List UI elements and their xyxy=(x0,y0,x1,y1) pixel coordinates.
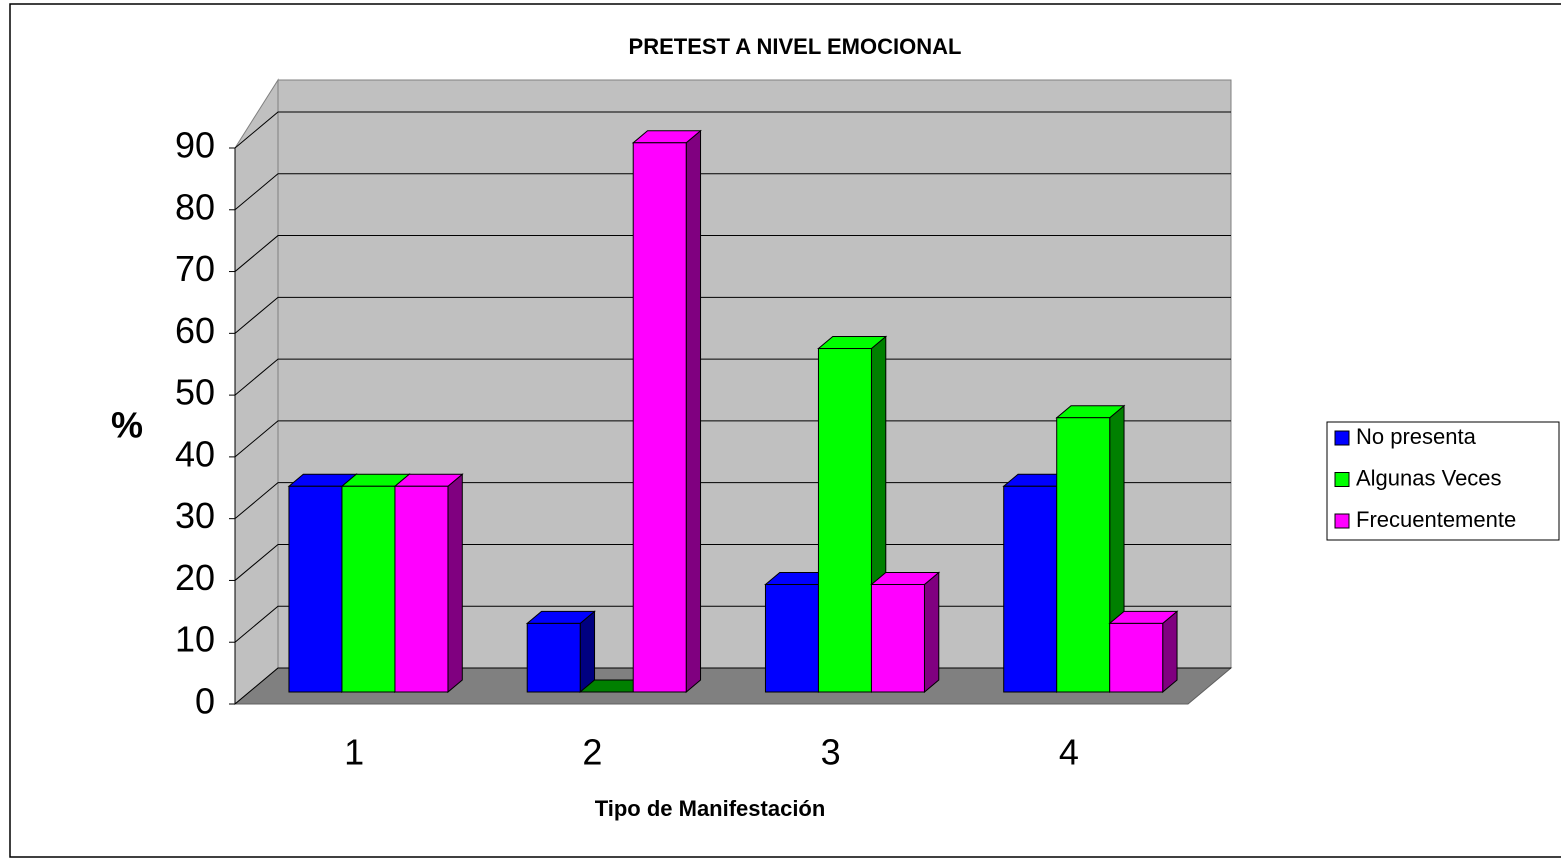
x-axis-label: Tipo de Manifestación xyxy=(595,796,826,821)
bar xyxy=(1003,485,1058,693)
chart-title: PRETEST A NIVEL EMOCIONAL xyxy=(629,34,962,59)
x-tick-label: 1 xyxy=(344,732,364,773)
side-wall xyxy=(234,78,279,706)
y-tick-label: 80 xyxy=(175,186,215,227)
legend-label: Algunas Veces xyxy=(1356,465,1502,490)
legend-label: No presenta xyxy=(1356,424,1477,449)
bar xyxy=(817,348,872,693)
y-tick-label: 10 xyxy=(175,619,215,660)
x-tick-label: 2 xyxy=(582,732,602,773)
legend-box xyxy=(1326,421,1560,541)
y-tick-label: 0 xyxy=(195,681,215,722)
y-tick-label: 50 xyxy=(175,372,215,413)
y-tick-label: 40 xyxy=(175,433,215,474)
bar xyxy=(1109,622,1164,693)
bar-side xyxy=(447,473,463,694)
legend-swatch xyxy=(1334,513,1350,529)
grid-line xyxy=(234,543,1231,581)
legend-label: Frecuentemente xyxy=(1356,507,1516,532)
y-tick-label: 60 xyxy=(175,310,215,351)
grid-line xyxy=(234,173,1231,211)
bar xyxy=(288,485,343,693)
y-tick-label: 70 xyxy=(175,248,215,289)
x-tick-label: 3 xyxy=(821,732,841,773)
grid-line xyxy=(234,358,1231,396)
bar xyxy=(341,485,396,693)
grid-line xyxy=(234,296,1231,334)
bar xyxy=(764,584,819,693)
legend-swatch xyxy=(1334,430,1350,446)
legend-swatch xyxy=(1334,472,1350,487)
bar xyxy=(526,622,581,693)
y-tick-label: 20 xyxy=(175,557,215,598)
grid-line xyxy=(234,482,1231,520)
x-tick-label: 4 xyxy=(1059,732,1079,773)
bar xyxy=(1056,417,1111,693)
bar xyxy=(394,485,449,693)
grid-line xyxy=(234,420,1231,458)
bar-side xyxy=(1162,610,1178,694)
grid-line xyxy=(234,235,1231,272)
bar-side xyxy=(579,610,596,694)
y-tick-label: 30 xyxy=(175,495,215,536)
y-tick-label: 90 xyxy=(175,125,215,166)
bar-side xyxy=(923,571,940,694)
y-axis-label: % xyxy=(111,405,143,446)
bar xyxy=(632,142,687,693)
grid-line xyxy=(234,111,1231,149)
bar-side xyxy=(685,129,702,694)
bar xyxy=(870,584,925,693)
